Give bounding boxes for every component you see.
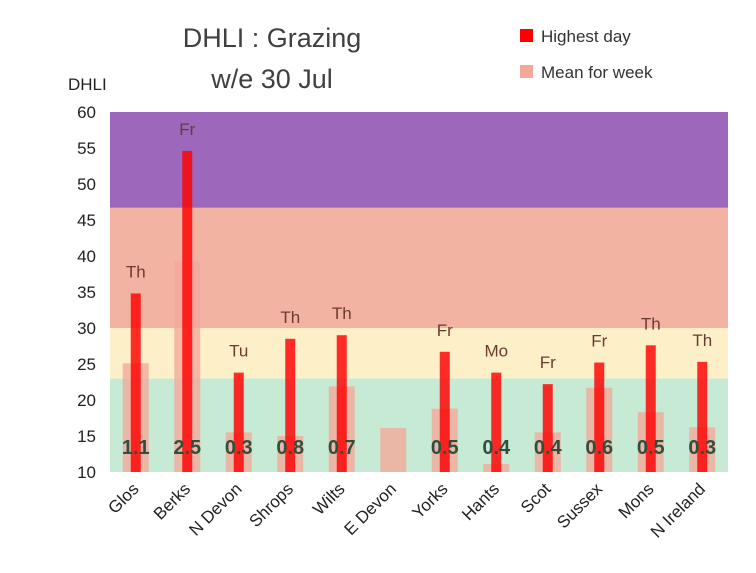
chart-title: DHLI : Grazing <box>183 23 362 53</box>
day-label-shrops: Th <box>280 308 300 327</box>
y-tick-label-25: 25 <box>77 355 96 374</box>
index-label-sussex: 0.6 <box>585 437 613 459</box>
day-label-berks: Fr <box>179 120 195 139</box>
index-label-scot: 0.4 <box>534 437 563 459</box>
x-tick-label-yorks: Yorks <box>409 479 452 522</box>
x-tick-label-n-ireland: N Ireland <box>647 479 709 541</box>
index-label-n-devon: 0.3 <box>225 437 253 459</box>
y-tick-label-30: 30 <box>77 319 96 338</box>
band-1 <box>110 328 728 379</box>
x-tick-label-mons: Mons <box>615 479 658 522</box>
highest-bar-n-devon <box>233 372 244 472</box>
index-label-shrops: 0.8 <box>276 437 304 459</box>
band-0 <box>110 378 728 472</box>
band-3 <box>110 112 728 208</box>
legend-swatch-mean-for-week <box>520 65 533 78</box>
highest-bar-mons <box>645 345 656 472</box>
highest-bar-glos <box>130 293 141 472</box>
mean-bar-e-devon <box>380 428 407 472</box>
day-label-glos: Th <box>126 262 146 281</box>
index-label-berks: 2.5 <box>173 437 201 459</box>
legend-swatch-highest-day <box>520 29 533 42</box>
day-label-yorks: Fr <box>437 321 453 340</box>
day-label-hants: Mo <box>484 342 508 361</box>
day-label-n-ireland: Th <box>692 331 712 350</box>
highest-bar-berks <box>182 150 193 472</box>
y-tick-label-40: 40 <box>77 247 96 266</box>
y-tick-label-50: 50 <box>77 175 96 194</box>
highest-bar-yorks <box>439 351 450 472</box>
y-tick-label-45: 45 <box>77 211 96 230</box>
highest-bar-hants <box>491 372 502 472</box>
index-label-mons: 0.5 <box>637 437 665 459</box>
x-tick-label-glos: Glos <box>104 479 142 517</box>
highest-bar-sussex <box>594 362 605 472</box>
bar-marks <box>122 150 716 472</box>
day-label-sussex: Fr <box>591 332 607 351</box>
y-axis-label: DHLI <box>68 75 107 94</box>
y-tick-label-35: 35 <box>77 283 96 302</box>
y-tick-label-20: 20 <box>77 391 96 410</box>
index-label-yorks: 0.5 <box>431 437 459 459</box>
day-label-mons: Th <box>641 314 661 333</box>
x-tick-label-wilts: Wilts <box>309 479 348 518</box>
day-label-wilts: Th <box>332 304 352 323</box>
y-tick-label-10: 10 <box>77 463 96 482</box>
x-tick-label-e-devon: E Devon <box>341 479 401 539</box>
y-axis: 10 15 20 25 30 35 40 45 50 55 60 <box>77 103 96 482</box>
y-tick-label-60: 60 <box>77 103 96 122</box>
index-label-wilts: 0.7 <box>328 437 356 459</box>
y-tick-label-15: 15 <box>77 427 96 446</box>
index-label-glos: 1.1 <box>122 437 150 459</box>
x-tick-label-scot: Scot <box>517 479 555 517</box>
index-labels: 1.1 2.5 0.3 0.8 0.7 0.5 0.4 0.4 0.6 0.5 0.3 <box>122 437 716 459</box>
y-tick-label-55: 55 <box>77 139 96 158</box>
risk-bands <box>110 112 728 472</box>
highest-bar-scot <box>542 384 553 472</box>
chart-subtitle: w/e 30 Jul <box>210 64 333 94</box>
highest-bar-wilts <box>336 335 347 472</box>
x-tick-label-n-devon: N Devon <box>185 479 245 539</box>
index-label-n-ireland: 0.3 <box>688 437 716 459</box>
day-labels: Th Fr Tu Th Th Fr Mo Fr Fr Th Th <box>126 120 712 372</box>
legend: Highest day Mean for week <box>520 27 653 82</box>
x-tick-label-shrops: Shrops <box>246 479 298 531</box>
highest-bar-shrops <box>285 338 296 472</box>
band-2 <box>110 207 728 328</box>
legend-label-highest-day: Highest day <box>541 27 631 46</box>
x-tick-label-sussex: Sussex <box>553 479 606 532</box>
highest-bar-n-ireland <box>697 361 708 472</box>
day-label-n-devon: Tu <box>229 342 248 361</box>
index-label-hants: 0.4 <box>482 437 511 459</box>
x-tick-label-berks: Berks <box>150 479 194 523</box>
x-tick-label-hants: Hants <box>458 479 503 524</box>
legend-label-mean-for-week: Mean for week <box>541 63 653 82</box>
day-label-scot: Fr <box>540 353 556 372</box>
